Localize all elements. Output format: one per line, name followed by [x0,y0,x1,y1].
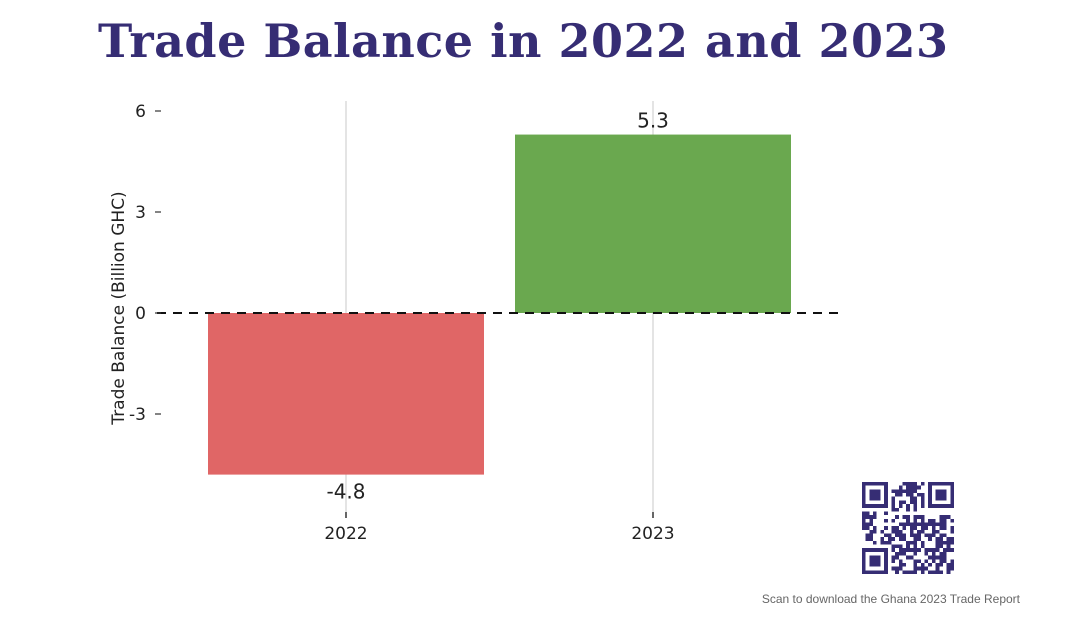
y-tick-label-0: 0 [135,304,146,324]
y-tick-label-6: 6 [135,102,146,122]
qr-caption: Scan to download the Ghana 2023 Trade Re… [761,592,1020,606]
bar-2023 [515,134,791,313]
x-tick-label-2022: 2022 [324,524,367,544]
qr-code-icon[interactable] [862,482,954,574]
y-tick-label-3: 3 [135,203,146,223]
data-label-2022: -4.8 [326,480,365,504]
chart-title: Trade Balance in 2022 and 2023 [98,14,949,68]
bar-2022 [208,313,484,475]
y-axis-title: Trade Balance (Billion GHC) [109,191,129,425]
data-label-2023: 5.3 [637,109,669,133]
x-tick-label-2023: 2023 [631,524,674,544]
y-tick-label--3: -3 [129,405,146,425]
